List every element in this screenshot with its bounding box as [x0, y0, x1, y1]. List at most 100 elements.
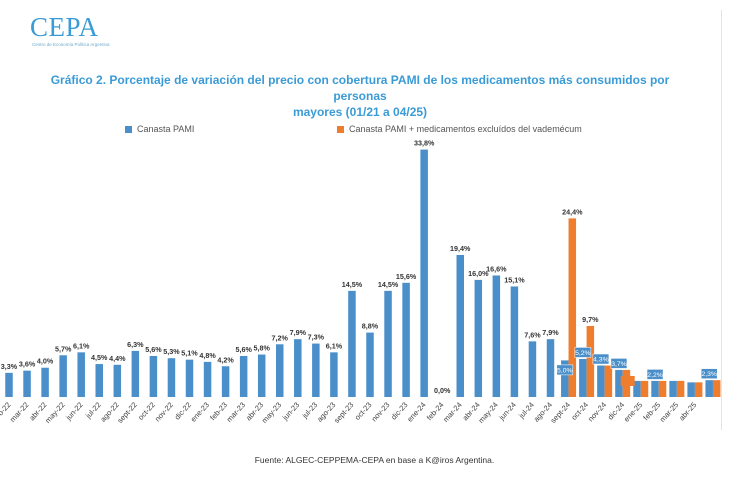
- x-tick-label: jun-24: [497, 400, 518, 422]
- data-label-canasta-pami: 5,8%: [254, 344, 271, 353]
- data-label-canasta-pami: 4,2%: [217, 355, 234, 364]
- chart-title-line1: Gráfico 2. Porcentaje de variación del p…: [50, 73, 670, 103]
- source-note: Fuente: ALGEC-CEPPEMA-CEPA en base a K@i…: [254, 455, 495, 465]
- data-label-canasta-pami: 4,5%: [91, 353, 108, 362]
- bar-canasta-pami: [366, 332, 374, 397]
- bar-canasta-pami: [77, 352, 85, 397]
- bar-canasta-pami: [23, 370, 31, 397]
- bar-canasta-plus: [658, 380, 667, 397]
- legend-swatch-blue: [125, 125, 132, 133]
- bar-canasta-plus: [640, 380, 649, 397]
- x-tick-label: may-24: [476, 400, 499, 425]
- bar-canasta-pami: [113, 364, 122, 397]
- x-tick-label: ene-23: [189, 400, 211, 423]
- bar-canasta-pami: [651, 380, 659, 397]
- bar-canasta-pami: [384, 290, 392, 397]
- data-label-box: [574, 347, 592, 358]
- bar-canasta-pami: [294, 339, 302, 397]
- data-label-box: [610, 358, 628, 369]
- bar-canasta-pami: [456, 254, 464, 397]
- bar-canasta-pami: [203, 361, 212, 397]
- data-label-canasta-pami: 14,5%: [378, 280, 399, 289]
- x-tick-label: nov-22: [153, 400, 175, 423]
- bar-canasta-pami: [705, 380, 713, 397]
- x-tick-label: mar-24: [441, 400, 464, 424]
- bar-canasta-pami: [167, 358, 176, 397]
- data-label-canasta-pami: 5,6%: [235, 345, 252, 354]
- data-label-canasta-pami: 0,0%: [434, 386, 451, 395]
- data-label-canasta-pami: 4,8%: [199, 351, 216, 360]
- bar-canasta-plus: [586, 325, 595, 397]
- bar-canasta-pami: [633, 380, 641, 397]
- logo-subtitle: Centro de Economía Política Argentina: [32, 42, 110, 47]
- bar-canasta-pami: [276, 344, 284, 397]
- bar-canasta-plus: [676, 380, 685, 397]
- data-labels-layer: 3,3% 3,6% 4,0%5,7% 6,1%4,5% 4,4%6,3%5,6% 5,3%…: [1, 139, 718, 395]
- data-label-canasta-pami: 3,6%: [19, 360, 36, 369]
- bar-canasta-pami: [59, 355, 67, 397]
- bar-canasta-pami: [185, 359, 194, 397]
- x-tick-label: abr-25: [677, 400, 698, 422]
- bar-canasta-pami: [131, 350, 140, 397]
- bar-canasta-pami: [579, 358, 587, 397]
- logo-text: CEPA: [30, 12, 99, 42]
- data-label-canasta-pami: 16,6%: [486, 264, 507, 273]
- bar-canasta-pami: [402, 282, 410, 397]
- bar-canasta-pami: [597, 365, 605, 397]
- bar-canasta-plus: [694, 382, 703, 397]
- data-label-canasta-pami: 16,0%: [468, 269, 489, 278]
- bar-canasta-pami: [528, 341, 537, 397]
- data-label-canasta-pami: 6,1%: [326, 341, 343, 350]
- data-label-canasta-pami: 4,3%: [593, 357, 609, 364]
- x-tick-label: ene-25: [622, 400, 644, 423]
- data-label-canasta-pami: 3,7%: [611, 361, 627, 368]
- data-label-box: [646, 369, 664, 380]
- data-label-canasta-pami: 14,5%: [342, 280, 363, 289]
- data-label-canasta-pami: 7,2%: [272, 333, 289, 342]
- data-label-canasta-pami: 15,6%: [396, 272, 417, 281]
- bar-canasta-pami: [239, 356, 248, 397]
- x-tick-label: mar-22: [8, 400, 31, 424]
- data-label-canasta-pami: 5,6%: [145, 345, 162, 354]
- data-label-canasta-pami: 6,3%: [127, 340, 144, 349]
- bar-canasta-pami: [492, 275, 501, 397]
- data-label-box: [700, 368, 718, 379]
- data-label-canasta-plus: 9,7%: [582, 315, 599, 324]
- x-tick-label: jun-23: [280, 400, 301, 422]
- data-label-canasta-pami: 4,0%: [37, 357, 54, 366]
- data-label-canasta-pami: 7,3%: [308, 333, 325, 342]
- data-label-canasta-pami: 7,9%: [542, 328, 559, 337]
- cepa-logo: CEPA Centro de Economía Política Argenti…: [30, 12, 110, 50]
- data-label-canasta-pami: 4,4%: [109, 354, 126, 363]
- bar-canasta-pami: [41, 367, 49, 397]
- legend-swatch-orange: [337, 125, 344, 133]
- legend-label-canasta-plus: Canasta PAMI + medicamentos excluídos de…: [349, 124, 582, 134]
- bar-canasta-plus: [604, 365, 613, 397]
- bar-canasta-pami: [312, 343, 320, 397]
- bar-canasta-pami: [257, 354, 266, 397]
- data-label-canasta-pami: 7,9%: [290, 328, 307, 337]
- bar-canasta-plus: [568, 218, 577, 397]
- bar-canasta-pami: [330, 352, 338, 397]
- bar-canasta-pami: [221, 366, 230, 397]
- x-tick-label: mar-23: [225, 400, 248, 424]
- data-label-canasta-plus: 24,4%: [562, 207, 583, 216]
- legend-label-canasta-pami: Canasta PAMI: [137, 124, 195, 134]
- chart-title: Gráfico 2. Porcentaje de variación del p…: [40, 72, 680, 120]
- bar-canasta-pami: [687, 382, 695, 397]
- data-label-canasta-pami: 5,1%: [181, 349, 198, 358]
- bar-canasta-pami: [510, 286, 519, 397]
- data-label-canasta-pami: 5,0%: [557, 367, 573, 374]
- chart-title-line2: mayores (01/21 a 04/25): [292, 105, 428, 119]
- data-label-canasta-pami: 19,4%: [450, 244, 471, 253]
- legend-item-canasta-pami: Canasta PAMI: [125, 124, 194, 134]
- data-label-canasta-pami: 5,2%: [575, 350, 591, 357]
- data-label-box: [556, 364, 574, 376]
- bar-canasta-pami: [615, 369, 623, 397]
- x-tick-label: sept-24: [549, 400, 572, 425]
- data-label-canasta-pami: 2,3%: [701, 371, 717, 378]
- data-label-canasta-pami: 8,8%: [362, 322, 379, 331]
- data-label-canasta-pami: 15,1%: [504, 275, 525, 284]
